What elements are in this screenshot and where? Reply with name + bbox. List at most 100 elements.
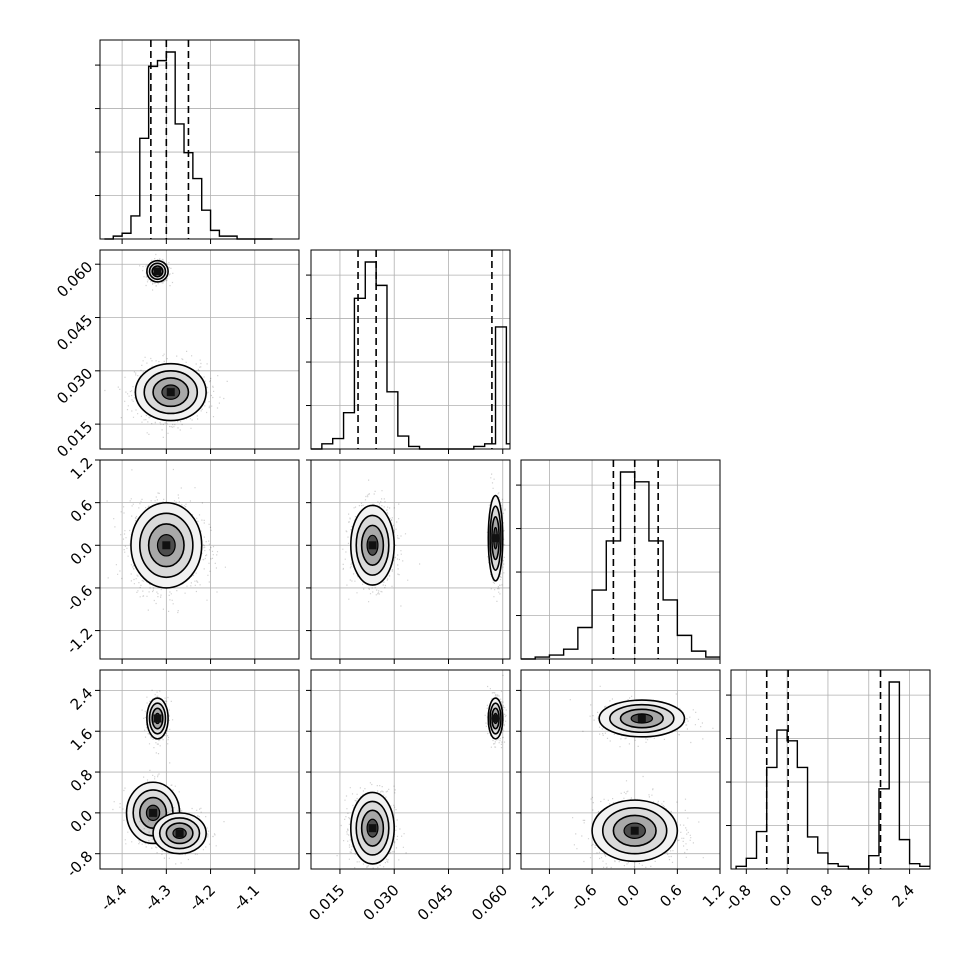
- histogram-bin: [677, 635, 691, 659]
- histogram-bin: [376, 285, 387, 449]
- scatter-p2-p3-xtick-label: -0.6: [567, 881, 600, 914]
- histogram-bin: [663, 600, 677, 659]
- scatter-p1-p3-xtick-label: 0.060: [468, 881, 511, 924]
- histogram-outline: [735, 681, 930, 870]
- histogram-bin: [578, 628, 592, 659]
- histogram-bin: [506, 444, 510, 449]
- scatter-p0-p1-points: [104, 253, 228, 438]
- scatter-p0-p3-ytick-label: 0.0: [67, 807, 97, 837]
- histogram-bin: [621, 472, 635, 659]
- scatter-p0-p3-xtick-label: -4.3: [141, 881, 174, 914]
- histogram-bin: [797, 767, 807, 869]
- scatter-p0-p2-frame: [99, 459, 300, 660]
- histogram-bin: [485, 444, 496, 449]
- scatter-p2-p3-frame: [520, 669, 721, 870]
- scatter-p0-p1-ytick-label: 0.030: [53, 364, 96, 407]
- scatter-p0-p3-points: [112, 689, 225, 865]
- scatter-p2-p3-xtick-label: 0.0: [614, 881, 644, 911]
- scatter-p2-p3-xtick-label: -1.2: [524, 881, 557, 914]
- hist-p0-panel: [95, 39, 300, 244]
- histogram-bin: [157, 61, 166, 239]
- scatter-p0-p3-xtick-label: -4.4: [97, 881, 130, 914]
- histogram-bin: [140, 138, 149, 239]
- scatter-p0-p2-ytick-label: -0.6: [63, 582, 96, 615]
- histogram-bin: [910, 864, 920, 869]
- histogram-bin: [387, 392, 398, 449]
- hist-p3-xtick-label: 2.4: [888, 881, 918, 911]
- scatter-p0-p2-ytick-label: -1.2: [63, 624, 96, 657]
- scatter-p0-p2-ytick-label: 0.6: [67, 496, 97, 526]
- hist-p1-frame: [310, 249, 511, 450]
- density-peak: [630, 826, 639, 835]
- density-peak: [175, 829, 184, 838]
- scatter-p0-p2-ytick-label: 1.2: [67, 454, 97, 484]
- scatter-p2-p3-xtick-label: 1.2: [699, 881, 729, 911]
- histogram-bin: [344, 413, 355, 449]
- histogram-bin: [808, 837, 818, 869]
- scatter-p0-p1-ytick-label: 0.060: [53, 258, 96, 301]
- histogram-bin: [757, 832, 767, 869]
- scatter-p0-p3-ytick-label: 1.6: [67, 725, 97, 755]
- histogram-bin: [564, 649, 578, 659]
- hist-p3-xtick-label: -0.8: [721, 881, 754, 914]
- density-peak: [149, 808, 158, 817]
- scatter-p0-p2-ytick-label: 0.0: [67, 539, 97, 569]
- scatter-p2-p3-xtick-label: 0.6: [656, 881, 686, 911]
- scatter-p0-p3-xtick-label: -4.1: [230, 881, 263, 914]
- histogram-bin: [149, 66, 158, 239]
- scatter-p1-p2-points: [342, 473, 506, 607]
- histogram-outline: [521, 471, 720, 660]
- scatter-p0-p3-xtick-label: -4.2: [186, 881, 219, 914]
- histogram-bin: [869, 856, 879, 869]
- density-peak: [162, 541, 171, 550]
- density-peak: [637, 714, 646, 723]
- scatter-p0-p3-panel: -4.4 -4.3 -4.2 -4.1 -0.8 0.0 0.8 1.6 2.4: [63, 669, 300, 915]
- histogram-bin: [889, 682, 899, 869]
- scatter-p1-p3-xtick-label: 0.015: [305, 881, 348, 924]
- hist-p3-xtick-label: 0.8: [807, 881, 837, 911]
- histogram-bin: [354, 298, 365, 449]
- scatter-p0-p3-ytick-label: -0.8: [63, 847, 96, 880]
- hist-p0-frame: [99, 39, 300, 240]
- scatter-p0-p2-points: [106, 468, 226, 614]
- histogram-bin: [777, 730, 787, 869]
- histogram-bin: [322, 444, 333, 449]
- histogram-outline: [311, 261, 510, 450]
- hist-p1-panel: [306, 249, 511, 454]
- hist-p3-xtick-label: 0.0: [766, 881, 796, 911]
- scatter-points: [138, 807, 225, 865]
- scatter-p0-p3-ytick-label: 0.8: [67, 766, 97, 796]
- density-peak: [491, 534, 500, 543]
- histogram-bin: [746, 858, 756, 869]
- hist-p2-frame: [520, 459, 721, 660]
- histogram-bin: [193, 179, 202, 239]
- hist-p3-frame: [730, 669, 931, 870]
- scatter-p1-p3-points: [336, 674, 507, 869]
- scatter-p0-p2-panel: -1.2 -0.6 0.0 0.6 1.2: [63, 454, 300, 664]
- histogram-bin: [496, 327, 507, 449]
- density-peak: [491, 714, 500, 723]
- density-peak: [368, 541, 377, 550]
- histogram-bin: [365, 262, 376, 449]
- histogram-bin: [767, 767, 777, 869]
- scatter-p0-p1-ytick-label: 0.015: [53, 418, 96, 461]
- hist-p3-xtick-label: 1.6: [848, 881, 878, 911]
- density-peak: [153, 267, 162, 276]
- histogram-bin: [828, 864, 838, 869]
- scatter-p0-p1-ytick-label: 0.045: [53, 311, 96, 354]
- histogram-bin: [175, 124, 184, 239]
- histogram-bin: [131, 216, 140, 239]
- histogram-bin: [818, 853, 828, 869]
- histogram-bin: [333, 439, 344, 449]
- histogram-bin: [202, 210, 211, 239]
- scatter-p1-p3-panel: 0.015 0.030 0.045 0.060: [305, 669, 511, 924]
- scatter-p0-p3-frame: [99, 669, 300, 870]
- density-peak: [368, 824, 377, 833]
- scatter-p0-p3-ytick-label: 2.4: [67, 684, 97, 714]
- scatter-p1-p3-xtick-label: 0.030: [360, 881, 403, 924]
- histogram-bin: [592, 590, 606, 659]
- histogram-bin: [398, 436, 409, 449]
- density-peak: [166, 388, 175, 397]
- histogram-outline: [104, 51, 273, 240]
